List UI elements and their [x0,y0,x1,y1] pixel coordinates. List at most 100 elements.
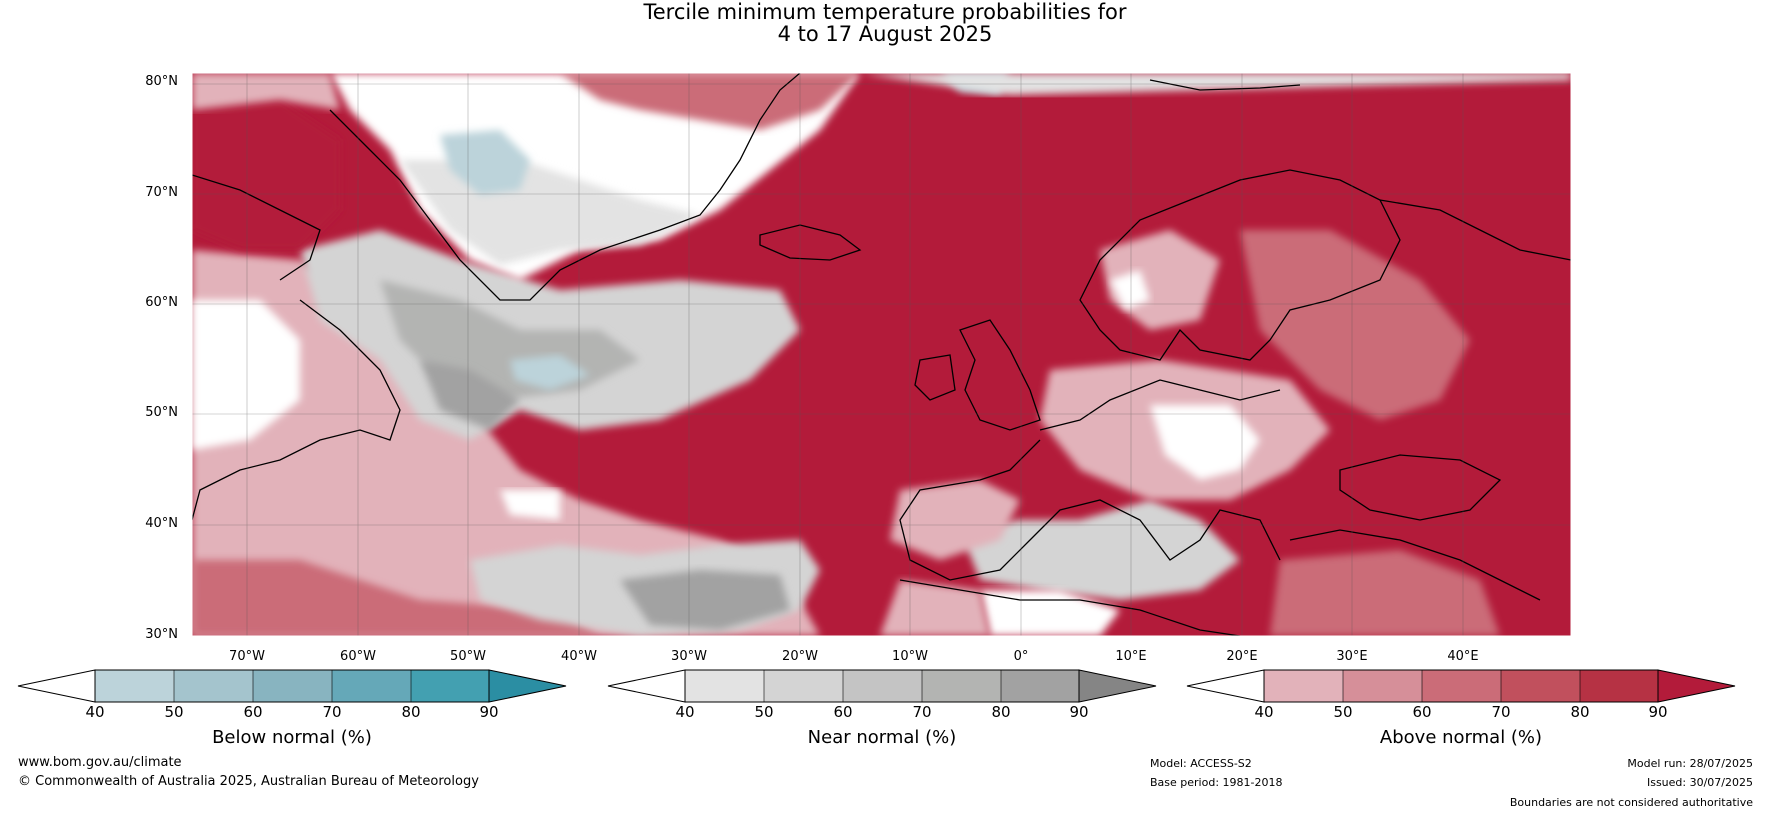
field-baffin-above-light [192,73,340,110]
colorbar-above-bin-1 [1264,670,1343,702]
colorbar-near-bin-5 [1001,670,1079,702]
chart-title-line-2: 4 to 17 August 2025 [777,22,993,46]
field-near-normal-blue-patch [510,355,590,390]
colorbar-above-bin-4 [1501,670,1580,702]
colorbar-below-label: Below normal (%) [212,727,372,748]
colorbar-above-tick: 80 [1570,703,1590,721]
colorbar-above-tick: 40 [1254,703,1274,721]
colorbar-near-extend-low [607,669,686,703]
colorbar-below-tick: 50 [164,703,184,721]
colorbar-below-tick: 70 [322,703,342,721]
colorbar-below-bin-5 [411,670,489,702]
colorbar-below-tick: 90 [479,703,499,721]
footer-disclaimer: Boundaries are not considered authoritat… [1509,796,1753,809]
colorbar-near-tick: 90 [1069,703,1089,721]
lon-label-40w: 40°W [561,649,597,664]
colorbar-near-tick: 60 [833,703,853,721]
colorbar-below-bin-3 [253,670,332,702]
field-turkey-above-mid [1270,550,1500,636]
lon-label-0: 0° [1013,649,1029,664]
colorbar-below-tick: 40 [85,703,105,721]
lon-label-20w: 20°W [782,649,818,664]
coastline-greenland [329,73,801,301]
colorbar-near [607,669,1157,703]
coastline-baffin [192,174,321,281]
colorbar-below-tick: 80 [401,703,421,721]
lon-label-60w: 60°W [340,649,376,664]
lat-label-40n: 40°N [145,516,178,531]
lon-label-50w: 50°W [450,649,486,664]
footer-website: www.bom.gov.au/climate [18,755,182,770]
coastline-iceland [759,224,862,261]
field-canada-above-mid [192,560,600,636]
colorbar-near-bin-1 [685,670,764,702]
field-scandinavia-white [1110,270,1150,310]
field-near-normal-darkest [420,360,520,430]
field-near-normal-subtropical-dark [620,570,790,630]
coastline-britain [959,319,1041,431]
coastline-north-africa [899,579,1241,636]
colorbar-near-tick: 40 [675,703,695,721]
colorbar-below-tick: 60 [243,703,263,721]
field-greenland-red-north [560,73,860,130]
colorbar-above-tick: 90 [1648,703,1668,721]
field-iberia-above-light [890,480,1020,560]
colorbar-below-bin-4 [332,670,411,702]
coastline-black-sea [1339,454,1502,521]
colorbar-below-bin-1 [95,670,174,702]
coastline-turkey [1289,529,1541,601]
colorbar-below-bin-2 [174,670,253,702]
coastline-scandinavia [1079,169,1401,361]
lon-label-30w: 30°W [671,649,707,664]
footer-copyright: © Commonwealth of Australia 2025, Austra… [18,774,479,789]
lon-label-10e: 10°E [1115,649,1147,664]
lat-label-60n: 60°N [145,295,178,310]
chart-title-line-1: Tercile minimum temperature probabilitie… [643,0,1127,24]
colorbar-near-extend-high [1078,669,1157,703]
colorbar-near-tick: 70 [912,703,932,721]
coastline-europe [899,379,1281,581]
coastline-labrador [192,299,401,521]
lon-label-30e: 30°E [1336,649,1368,664]
lon-label-10w: 10°W [892,649,928,664]
colorbar-near-label: Near normal (%) [807,727,957,748]
field-europe-white-inner [1150,405,1260,480]
colorbar-above-label: Above normal (%) [1379,727,1543,748]
footer-model-run: Model run: 28/07/2025 [1627,757,1753,770]
field-greenland-blue [440,130,530,195]
field-north-africa-white [980,590,1120,636]
colorbar-near-tick: 50 [754,703,774,721]
field-baffin-above-dark [192,100,340,250]
colorbar-above-bin-5 [1580,670,1658,702]
colorbar-near-tick: 80 [991,703,1011,721]
lat-label-80n: 80°N [145,74,178,89]
footer-issued: Issued: 30/07/2025 [1646,776,1753,789]
coastline-ireland [914,354,956,401]
colorbar-above-bin-2 [1343,670,1422,702]
lon-label-70w: 70°W [229,649,265,664]
coastline-russia-north [1149,79,1571,261]
colorbar-above-tick: 70 [1491,703,1511,721]
map-frame [191,72,1572,637]
field-canada-above-light [192,250,820,636]
colorbar-above-extend-high [1657,669,1736,703]
lon-label-20e: 20°E [1226,649,1258,664]
probability-field [192,73,1571,636]
coastlines [192,73,1571,636]
lat-label-70n: 70°N [145,185,178,200]
colorbar-near-bin-4 [922,670,1001,702]
colorbar-below [17,669,567,703]
colorbar-above-tick: 50 [1333,703,1353,721]
graticule [192,73,1571,636]
colorbar-above-tick: 60 [1412,703,1432,721]
colorbar-above-bin-3 [1422,670,1501,702]
field-canada-white [192,300,300,450]
lat-label-30n: 30°N [145,627,178,642]
colorbar-below-extend-low [17,669,96,703]
field-north-africa-above-light [880,580,990,636]
colorbar-below-extend-high [488,669,567,703]
footer-model: Model: ACCESS-S2 [1150,757,1252,770]
lon-label-40e: 40°E [1447,649,1479,664]
colorbar-near-bin-3 [843,670,922,702]
